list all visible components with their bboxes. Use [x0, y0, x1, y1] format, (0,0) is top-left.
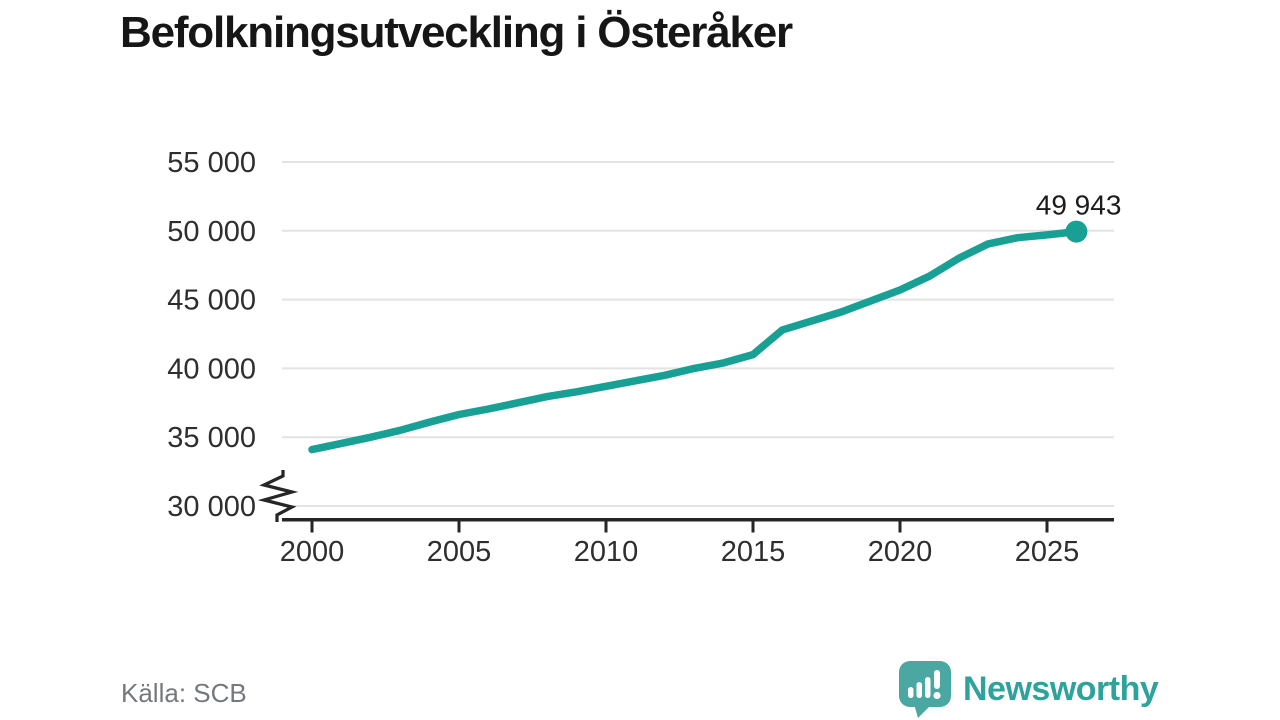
x-tick-label: 2010	[574, 536, 639, 568]
x-axis-tick	[1045, 521, 1049, 533]
x-axis-tick	[751, 521, 755, 533]
x-axis-tick	[898, 521, 902, 533]
x-tick-label: 2005	[427, 536, 492, 568]
x-axis-line	[282, 518, 1114, 522]
end-point-dot	[1065, 220, 1088, 243]
newsworthy-brand: Newsworthy	[898, 660, 1159, 718]
x-axis-tick	[457, 521, 461, 533]
y-tick-label: 55 000	[167, 147, 256, 179]
x-axis-tick	[604, 521, 608, 533]
source-label: Källa: SCB	[121, 678, 247, 708]
x-tick-label: 2000	[280, 536, 345, 568]
y-tick-label: 30 000	[167, 491, 256, 523]
axis-break-icon	[257, 470, 299, 522]
x-tick-label: 2015	[721, 536, 786, 568]
population-line	[308, 227, 1081, 454]
y-tick-label: 40 000	[167, 353, 256, 385]
end-value-label: 49 943	[1036, 190, 1122, 221]
x-tick-label: 2020	[868, 536, 933, 568]
chart-title: Befolkningsutveckling i Österåker	[120, 8, 793, 57]
x-axis-tick	[310, 521, 314, 533]
newsworthy-wordmark: Newsworthy	[963, 670, 1159, 708]
newsworthy-logo-icon	[899, 661, 951, 718]
x-tick-label: 2025	[1015, 536, 1080, 568]
y-tick-label: 45 000	[167, 285, 256, 317]
y-tick-label: 50 000	[167, 216, 256, 248]
y-tick-label: 35 000	[167, 422, 256, 454]
